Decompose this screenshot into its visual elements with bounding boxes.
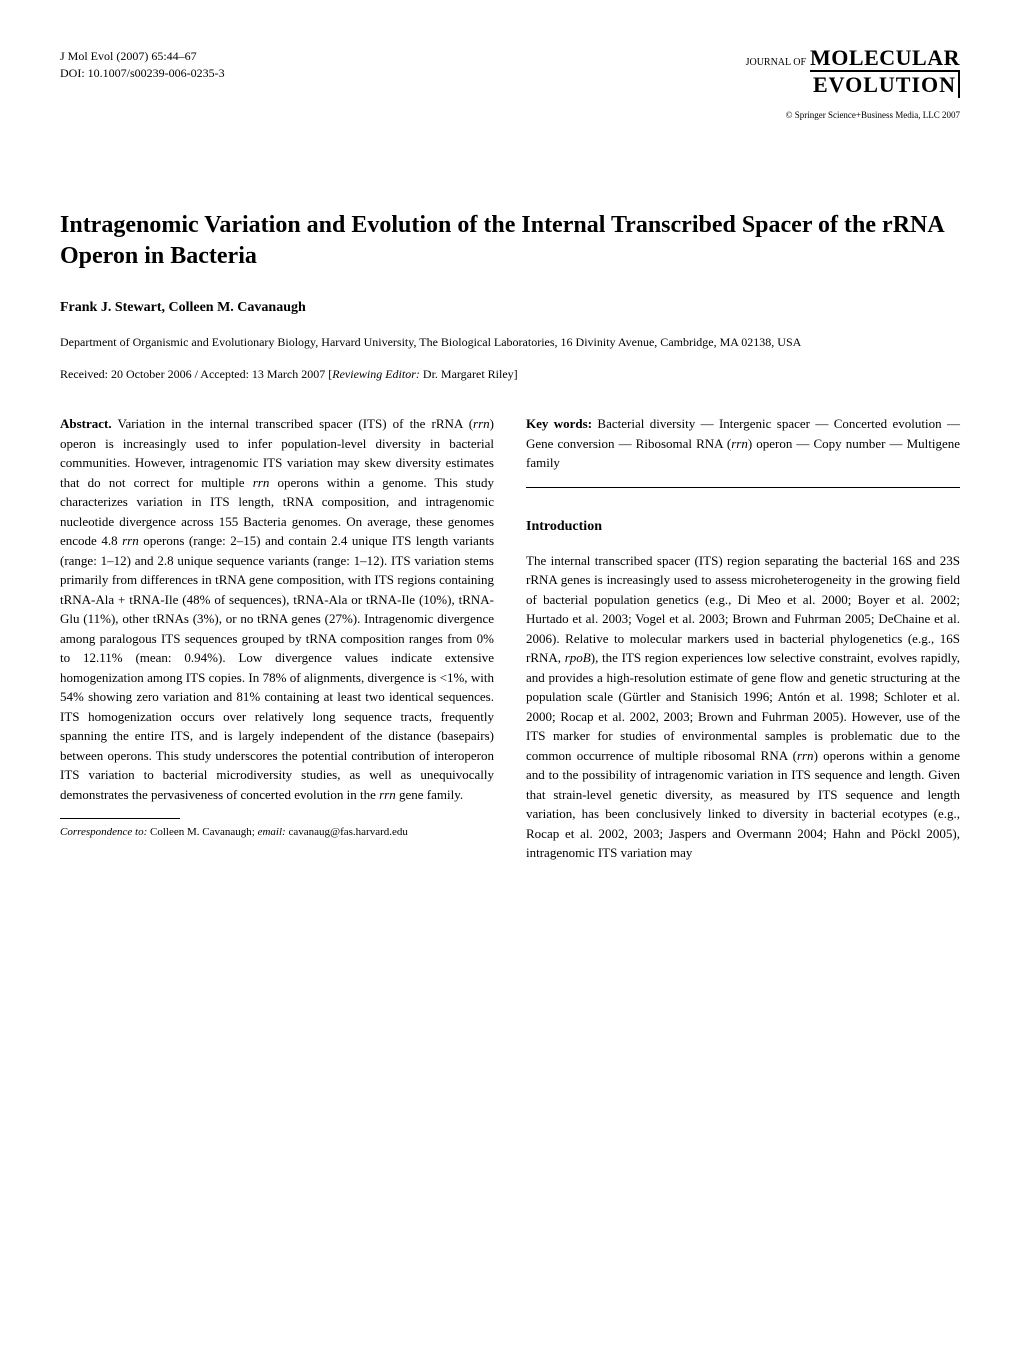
journal-citation: J Mol Evol (2007) 65:44–67 — [60, 48, 225, 65]
introduction-heading: Introduction — [526, 516, 960, 537]
gene-rrn-1: rrn — [473, 416, 490, 431]
correspondence-email: cavanaug@fas.harvard.edu — [286, 826, 408, 838]
article-title: Intragenomic Variation and Evolution of … — [60, 210, 960, 272]
intro-text-3: ) operons within a genome and to the pos… — [526, 748, 960, 861]
header-row: J Mol Evol (2007) 65:44–67 DOI: 10.1007/… — [60, 48, 960, 120]
journal-info: J Mol Evol (2007) 65:44–67 DOI: 10.1007/… — [60, 48, 225, 82]
right-column: Key words: Bacterial diversity — Interge… — [526, 414, 960, 863]
keywords-paragraph: Key words: Bacterial diversity — Interge… — [526, 414, 960, 473]
correspondence-footnote: Correspondence to: Colleen M. Cavanaugh;… — [60, 825, 494, 840]
gene-rrn-kw: rrn — [731, 436, 748, 451]
abstract-text-4: operons (range: 2–15) and contain 2.4 un… — [60, 533, 494, 802]
gene-rrn-2: rrn — [253, 475, 270, 490]
correspondence-label: Correspondence to: — [60, 826, 147, 838]
abstract-label: Abstract. — [60, 416, 112, 431]
gene-rrn-3: rrn — [122, 533, 139, 548]
intro-text-2: ), the ITS region experiences low select… — [526, 650, 960, 763]
gene-rrn-4: rrn — [379, 787, 396, 802]
keywords-divider — [526, 487, 960, 488]
logo-sub: EVOLUTION — [810, 70, 960, 98]
logo-main: MOLECULAR — [810, 45, 960, 70]
dates-suffix: Dr. Margaret Riley] — [420, 367, 518, 381]
introduction-paragraph: The internal transcribed spacer (ITS) re… — [526, 551, 960, 863]
keywords-label: Key words: — [526, 416, 592, 431]
reviewing-editor-label: Reviewing Editor: — [332, 367, 420, 381]
logo-prefix: JOURNAL OF — [746, 57, 806, 68]
affiliation: Department of Organismic and Evolutionar… — [60, 334, 960, 351]
journal-logo: JOURNAL OF MOLECULAR EVOLUTION © Springe… — [746, 48, 960, 120]
dates-line: Received: 20 October 2006 / Accepted: 13… — [60, 367, 960, 382]
correspondence-text-1: Colleen M. Cavanaugh; — [147, 826, 257, 838]
authors: Frank J. Stewart, Colleen M. Cavanaugh — [60, 300, 960, 316]
journal-doi: DOI: 10.1007/s00239-006-0235-3 — [60, 65, 225, 82]
intro-text-1: The internal transcribed spacer (ITS) re… — [526, 553, 960, 666]
content-columns: Abstract. Variation in the internal tran… — [60, 414, 960, 863]
abstract-text-1: Variation in the internal transcribed sp… — [118, 416, 474, 431]
dates-prefix: Received: 20 October 2006 / Accepted: 13… — [60, 367, 332, 381]
abstract-paragraph: Abstract. Variation in the internal tran… — [60, 414, 494, 804]
copyright-text: © Springer Science+Business Media, LLC 2… — [746, 110, 960, 120]
left-column: Abstract. Variation in the internal tran… — [60, 414, 494, 863]
abstract-text-5: gene family. — [396, 787, 463, 802]
footnote-divider — [60, 818, 180, 819]
gene-rpob: rpoB — [565, 650, 591, 665]
email-label: email: — [258, 826, 286, 838]
gene-rrn-intro: rrn — [797, 748, 814, 763]
